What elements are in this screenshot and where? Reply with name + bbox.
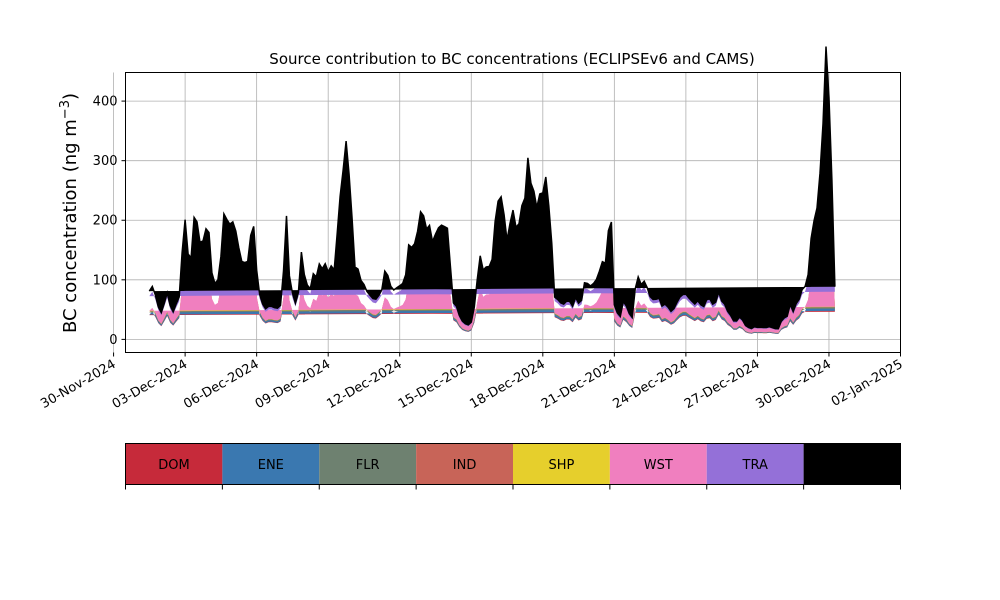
y-tick-label: 300 [93, 154, 118, 169]
total-concentration-line [148, 46, 836, 330]
x-tick-label: 12-Dec-2024 [324, 357, 404, 412]
x-tick-label: 30-Nov-2024 [38, 357, 118, 412]
x-tick-label: 15-Dec-2024 [396, 357, 476, 412]
legend-label-tra: TRA [742, 458, 768, 473]
y-tick-label: 400 [93, 95, 118, 110]
legend-swatch-ene [222, 443, 320, 485]
legend-label-ind: IND [453, 458, 477, 473]
y-tick-label: 100 [93, 273, 118, 288]
legend-swatch-shp [513, 443, 610, 485]
x-tick-label: 09-Dec-2024 [253, 357, 333, 412]
legend-swatch-wst [609, 443, 707, 485]
legend-swatch-tra [706, 443, 804, 485]
legend-label-flr: FLR [356, 458, 380, 473]
legend-label-ene: ENE [258, 458, 284, 473]
source-legend: DOM ENE FLR IND SHP WST TRA BB [125, 443, 901, 490]
x-tick-label: 18-Dec-2024 [467, 357, 547, 412]
chart-title: Source contribution to BC concentrations… [269, 50, 754, 68]
y-axis-ticks: 0 100 200 300 400 [93, 95, 126, 348]
x-tick-label: 03-Dec-2024 [110, 357, 190, 412]
legend-swatch-dom [125, 443, 223, 485]
y-axis-label: BC concentration (ng m−3) [58, 93, 81, 333]
legend-label-wst: WST [644, 458, 673, 473]
x-tick-label: 02-Jan-2025 [829, 357, 906, 410]
x-axis-ticks: 30-Nov-202403-Dec-202406-Dec-202409-Dec-… [38, 352, 906, 412]
legend-swatch-flr [319, 443, 417, 485]
legend-label-dom: DOM [158, 458, 189, 473]
stacked-areas [149, 46, 835, 334]
y-tick-label: 0 [109, 333, 117, 348]
legend-label-shp: SHP [549, 458, 575, 473]
legend-swatch-bb [803, 443, 901, 485]
x-tick-label: 06-Dec-2024 [181, 357, 261, 412]
x-tick-label: 24-Dec-2024 [610, 357, 690, 412]
x-tick-label: 27-Dec-2024 [682, 357, 762, 412]
legend-swatch-ind [416, 443, 513, 485]
plot-frame [125, 72, 901, 353]
x-tick-label: 21-Dec-2024 [539, 357, 619, 412]
y-tick-label: 200 [93, 214, 118, 229]
x-tick-label: 30-Dec-2024 [754, 357, 834, 412]
legend-label-bb: BB [843, 458, 861, 473]
area-bb [149, 46, 835, 329]
